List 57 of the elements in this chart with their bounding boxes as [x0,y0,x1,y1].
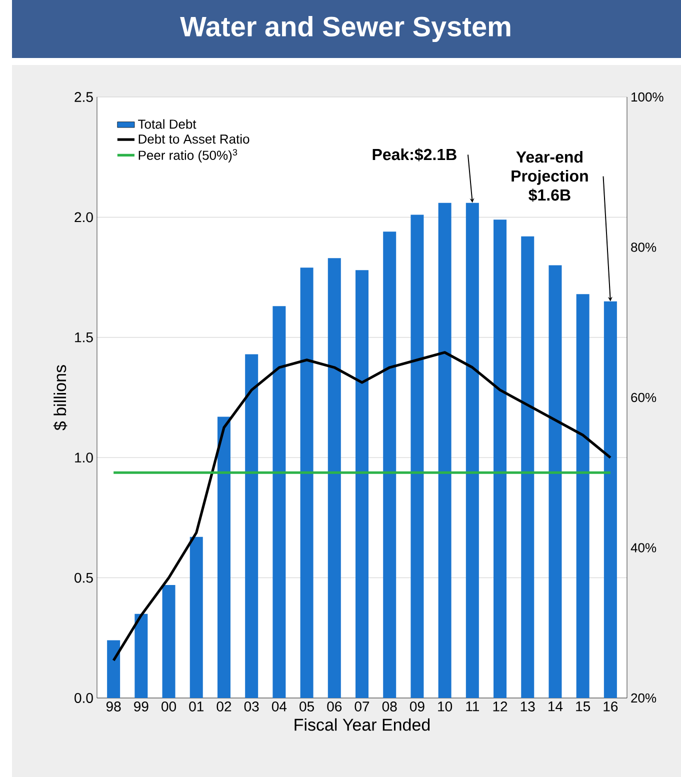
bar [604,301,617,698]
bar [576,294,590,698]
bar [134,614,148,698]
legend-label: Total Debt [138,119,196,129]
bar [548,265,562,698]
x-tick-label: 10 [438,702,452,712]
x-tick-label: 03 [244,702,259,712]
bar [410,214,424,698]
x-tick-label: 06 [327,702,342,712]
bar [328,258,341,698]
x-tick-label: 11 [466,702,480,712]
annotation: Year-end Projection $1.6B [512,150,588,202]
x-tick-label: 12 [493,702,508,712]
bar [217,416,230,698]
bar [300,268,314,698]
legend-label: Peer ratio (50%)$^{3}$ [138,149,238,162]
bar [438,202,452,698]
x-tick-label: 08 [382,702,397,712]
y-tick-label: 0.0 [74,693,93,703]
bar [107,640,120,698]
x-tick-label: 13 [520,702,535,712]
y2-tick-label: 20% [631,693,656,703]
x-tick-label: 98 [106,702,121,712]
x-tick-label: 02 [216,702,232,712]
bar [356,270,368,698]
y-tick-label: 1.0 [75,452,93,463]
bar [383,232,396,698]
x-tick-label: 14 [548,702,563,712]
x-tick-label: 05 [300,702,314,712]
y2-tick-label: 60% [631,392,656,402]
y2-tick-label: 40% [630,543,656,552]
bar [466,202,479,698]
x-tick-label: 04 [272,702,287,712]
x-tick-label: 09 [410,702,424,712]
bar [162,585,176,698]
bar [190,536,203,698]
x-tick-label: 01 [189,702,204,712]
bar [272,306,286,698]
y-axis-title: $ billions [53,365,68,430]
y-tick-label: 2.0 [74,212,93,222]
x-tick-label: 07 [354,702,370,712]
y-tick-label: 1.5 [75,332,93,342]
y2-tick-label: 80% [631,242,656,252]
bar [521,236,534,698]
legend-label: Debt to Asset Ratio [138,134,250,144]
bar [245,354,258,698]
annotation: Peak:$2.1B [372,148,456,162]
y2-tick-label: 100% [632,92,664,102]
x-tick-label: 16 [604,702,618,712]
x-tick-label: 00 [162,702,176,712]
chart-title: Water and Sewer System [180,16,510,42]
x-tick-label: 15 [576,702,590,712]
x-axis-title: Fiscal Year Ended [294,718,430,731]
x-tick-label: 99 [134,702,148,712]
y-tick-label: 0.5 [74,572,93,583]
bar [494,220,507,698]
y-tick-label: 2.5 [74,92,93,102]
